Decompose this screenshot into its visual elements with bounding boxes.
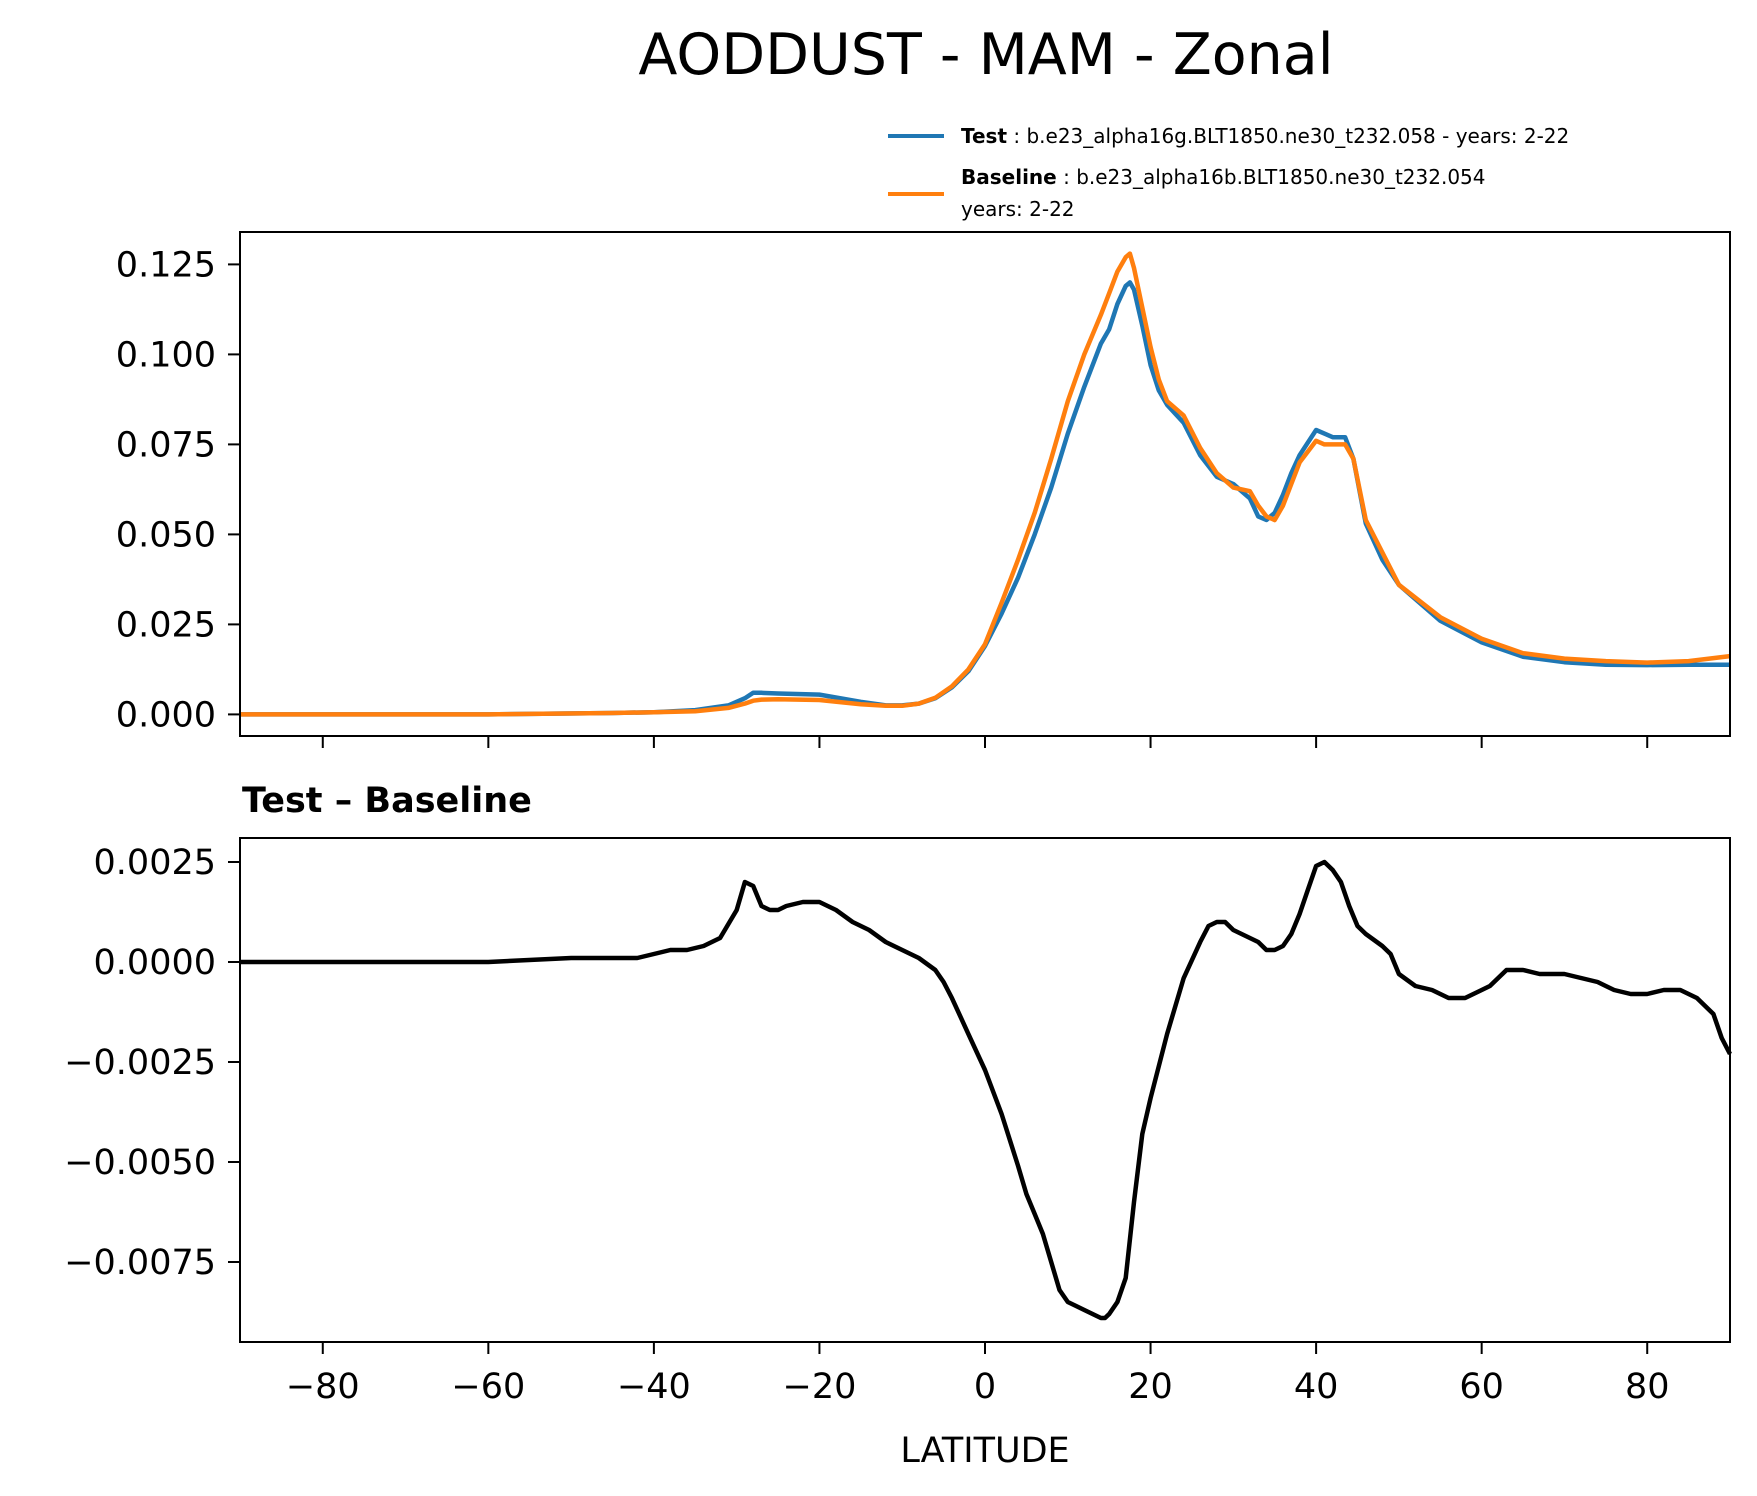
top-y-tick-label: 0.025 <box>116 605 216 645</box>
diff-x-tick-label: −20 <box>783 1367 857 1407</box>
legend-entry-test: Test : b.e23_alpha16g.BLT1850.ne30_t232.… <box>961 124 1569 148</box>
x-axis-label: LATITUDE <box>900 1431 1069 1471</box>
difference-panel-title: Test – Baseline <box>242 781 532 821</box>
top-panel: 0.000 0.025 0.050 0.075 0.100 0.125 <box>116 231 1731 748</box>
diff-x-tick-label: 60 <box>1459 1367 1504 1407</box>
diff-x-tick-label: 40 <box>1294 1367 1339 1407</box>
top-panel-x-ticks <box>321 736 1649 748</box>
top-y-tick-label: 0.075 <box>116 425 216 465</box>
legend-text-baseline-years: years: 2-22 <box>961 197 1075 221</box>
top-series-line-baseline <box>240 251 1731 717</box>
figure-title: AODDUST - MAM - Zonal <box>638 22 1333 88</box>
legend-text-test: b.e23_alpha16g.BLT1850.ne30_t232.058 - y… <box>1026 124 1569 148</box>
legend: Test : b.e23_alpha16g.BLT1850.ne30_t232.… <box>888 124 1569 221</box>
diff-series-line-difference <box>240 859 1732 1321</box>
diff-y-tick-label: −0.0075 <box>64 1243 216 1283</box>
diff-y-tick-label: 0.0025 <box>94 843 216 883</box>
top-y-tick-label: 0.000 <box>116 695 216 735</box>
diff-x-tick-label: 0 <box>974 1367 996 1407</box>
diff-x-tick-label: −60 <box>451 1367 525 1407</box>
diff-x-tick-label: 80 <box>1625 1367 1670 1407</box>
legend-label-baseline: Baseline <box>961 165 1057 189</box>
legend-text-baseline: b.e23_alpha16b.BLT1850.ne30_t232.054 <box>1076 165 1485 189</box>
difference-panel-series <box>240 859 1732 1321</box>
diff-y-tick-label: −0.0050 <box>64 1143 216 1183</box>
difference-panel: Test – Baseline 0.0025 0.0000 −0.0025 −0.00… <box>64 781 1732 1471</box>
diff-x-tick-label: 20 <box>1128 1367 1173 1407</box>
difference-panel-frame <box>239 837 1731 1343</box>
top-y-tick-label: 0.050 <box>116 515 216 555</box>
difference-panel-y-ticks: 0.0025 0.0000 −0.0025 −0.0050 −0.0075 <box>64 843 240 1283</box>
difference-panel-x-ticks: −80 −60 −40 −20 0 20 40 60 80 <box>286 1342 1670 1407</box>
top-panel-y-ticks: 0.000 0.025 0.050 0.075 0.100 0.125 <box>116 245 240 735</box>
top-panel-series <box>240 251 1731 717</box>
diff-y-tick-label: −0.0025 <box>64 1043 216 1083</box>
legend-label-test: Test <box>961 124 1007 148</box>
top-panel-frame <box>239 231 1731 737</box>
top-y-tick-label: 0.100 <box>116 335 216 375</box>
diff-x-tick-label: −80 <box>286 1367 360 1407</box>
diff-y-tick-label: 0.0000 <box>94 943 216 983</box>
legend-entry-baseline: Baseline : b.e23_alpha16b.BLT1850.ne30_t… <box>961 165 1486 189</box>
top-y-tick-label: 0.125 <box>116 245 216 285</box>
diff-x-tick-label: −40 <box>617 1367 691 1407</box>
